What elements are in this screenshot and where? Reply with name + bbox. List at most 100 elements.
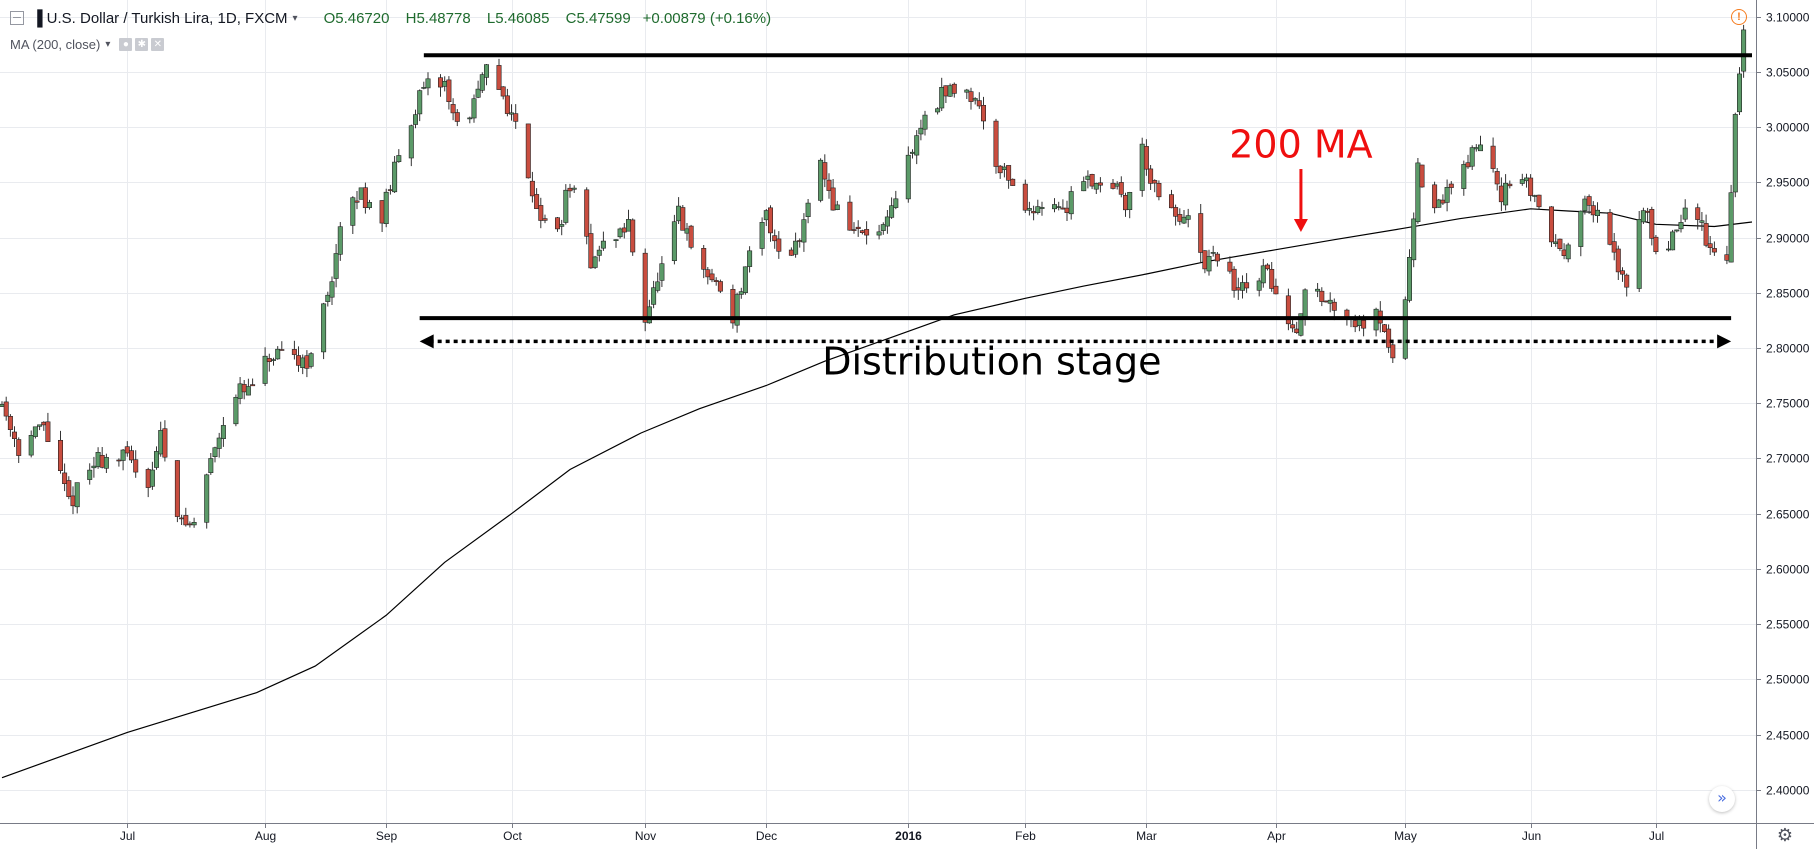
candle-down: [1703, 223, 1709, 246]
candle-up: [734, 294, 740, 326]
candle-down: [1711, 248, 1717, 253]
candle-down: [642, 252, 648, 323]
arrow-down-icon: [1293, 218, 1308, 232]
gear-icon[interactable]: ✱: [135, 37, 149, 51]
candle-down: [1235, 287, 1241, 291]
candle-up: [396, 155, 402, 162]
candle-down: [993, 120, 999, 167]
candle-up: [425, 78, 431, 89]
candle-up: [1206, 255, 1212, 272]
symbol-bars-icon: ▐: [32, 9, 43, 27]
candle-up: [935, 108, 941, 113]
candle-up: [475, 88, 481, 98]
candle-up: [617, 228, 623, 238]
candle-down: [1214, 253, 1220, 262]
y-tick-label: 3.00000: [1766, 121, 1810, 135]
candle-down: [1624, 274, 1630, 288]
candle-up: [1640, 210, 1646, 223]
candle-up: [1139, 143, 1145, 191]
candle-up: [742, 266, 748, 293]
candle-down: [1269, 268, 1275, 289]
grid: [0, 0, 1756, 823]
candle-down: [62, 472, 68, 484]
candle-down: [1465, 162, 1471, 168]
candle-up: [805, 202, 811, 218]
candle-down: [12, 431, 18, 439]
candle-down: [1590, 205, 1596, 216]
candle-up: [237, 383, 243, 399]
candle-up: [1436, 199, 1442, 208]
candle-up: [914, 135, 920, 156]
symbol-title[interactable]: U.S. Dollar / Turkish Lira, 1D, FXCM: [46, 9, 288, 27]
indicator-label[interactable]: MA (200, close): [10, 36, 101, 52]
chevron-down-icon[interactable]: ▾: [105, 38, 111, 50]
candle-up: [1473, 147, 1479, 150]
candle-down: [830, 187, 836, 211]
candle-down: [504, 95, 510, 114]
candle-down: [1528, 177, 1534, 196]
chevron-down-icon[interactable]: ▾: [292, 12, 298, 24]
candle-down: [534, 194, 540, 209]
arrowhead-left-icon: [419, 334, 434, 349]
ohlc-values: O5.46720 H5.48778 L5.46085 C5.47599: [324, 10, 643, 27]
candle-down: [45, 421, 51, 442]
alert-circle-icon[interactable]: !: [1731, 9, 1747, 25]
candle-up: [1127, 192, 1133, 211]
candle-up: [417, 90, 423, 115]
moving-average-line: [1, 208, 1753, 779]
candle-down: [584, 189, 590, 237]
candle-down: [1265, 264, 1271, 270]
candle-up: [1595, 209, 1601, 216]
candle-down: [1273, 285, 1279, 295]
candle-up: [1056, 206, 1062, 208]
candle-up: [889, 205, 895, 218]
candle-down: [772, 235, 778, 242]
candle-down: [1173, 207, 1179, 217]
candle-down: [1448, 183, 1454, 188]
candle-down: [1586, 196, 1592, 206]
candle-down: [1419, 164, 1425, 188]
x-tick-label: 2016: [895, 829, 922, 843]
candle-down: [1390, 344, 1396, 359]
minus-square-icon[interactable]: [10, 11, 24, 25]
candle-down: [1649, 209, 1655, 239]
candle-down: [450, 104, 456, 114]
y-tick-label: 2.55000: [1766, 618, 1810, 632]
y-tick-label: 2.80000: [1766, 342, 1810, 356]
candle-down: [855, 226, 861, 229]
y-tick-label: 2.45000: [1766, 729, 1810, 743]
candle-down: [1290, 324, 1296, 329]
double-chevron-right-icon[interactable]: »: [1709, 786, 1735, 812]
candle-down: [709, 273, 715, 281]
candle-up: [1469, 147, 1475, 167]
candle-down: [500, 86, 506, 97]
candle-up: [245, 386, 251, 396]
candle-up: [1524, 177, 1530, 182]
candle-up: [1407, 256, 1413, 301]
candle-down: [1060, 207, 1066, 210]
candle-down: [162, 428, 168, 458]
candle-up: [651, 287, 657, 305]
candle-down: [1227, 261, 1233, 272]
ma-200-line: [1, 208, 1753, 779]
candle-down: [1498, 185, 1504, 203]
candle-up: [1302, 289, 1308, 317]
candle-down: [41, 421, 47, 426]
candle-down: [1707, 243, 1713, 248]
candle-up: [738, 291, 744, 295]
candle-up: [32, 426, 38, 437]
y-tick-label: 2.65000: [1766, 508, 1810, 522]
candle-down: [943, 85, 949, 97]
candle-down: [250, 384, 256, 387]
candle-down: [1323, 300, 1329, 303]
candle-down: [116, 459, 122, 462]
y-tick-label: 2.40000: [1766, 784, 1810, 798]
candle-up: [1553, 241, 1559, 244]
gear-icon[interactable]: ⚙: [1776, 825, 1794, 846]
candle-up: [120, 449, 126, 461]
candle-up: [596, 249, 602, 256]
close-icon[interactable]: ✕: [151, 37, 165, 51]
eye-icon[interactable]: ●: [119, 37, 133, 51]
